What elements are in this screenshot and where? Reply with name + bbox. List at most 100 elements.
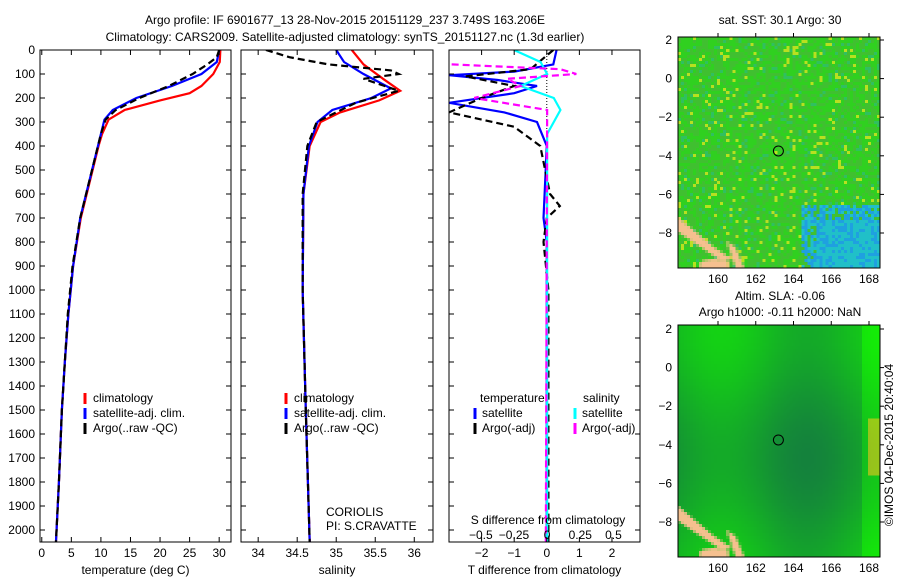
series-line-climatology — [54, 50, 222, 542]
map-frame — [677, 324, 881, 558]
annotation: CORIOLIS — [326, 505, 383, 519]
y-tick-label: 300 — [15, 115, 35, 129]
legend-label: satellite-adj. clim. — [294, 406, 386, 420]
map-1-axes: 160 162 164 166 168 2 0 −2 −4 −6 −8 — [658, 33, 884, 286]
lon-tick-label: 164 — [783, 272, 803, 286]
plot-frame — [39, 49, 232, 543]
lon-tick-label: 168 — [859, 272, 879, 286]
lat-tick-label: 2 — [665, 322, 672, 336]
legend-header: salinity — [583, 391, 620, 405]
map1-title: sat. SST: 30.1 Argo: 30 — [719, 13, 842, 27]
x-tick-label: 5 — [68, 546, 75, 560]
sst-map — [678, 37, 880, 268]
legend-label: satellite — [482, 406, 523, 420]
map-frame — [677, 36, 881, 269]
y-tick-label: 1300 — [8, 355, 35, 369]
x-tick-label: 10 — [94, 546, 108, 560]
y-tick-label: 1800 — [8, 475, 35, 489]
legend-label: satellite-adj. clim. — [93, 406, 185, 420]
y-tick-label: 100 — [15, 67, 35, 81]
legend-label: climatology — [93, 391, 153, 405]
lat-tick-label: 0 — [665, 361, 672, 375]
series-line-argo-raw-qc- — [54, 50, 221, 542]
x-tick-label: 0 — [543, 546, 550, 560]
argo-location-marker — [772, 434, 784, 446]
x-tick-label: 34.5 — [286, 546, 310, 560]
y-tick-label: 200 — [15, 91, 35, 105]
lon-tick-label: 162 — [746, 272, 766, 286]
x-tick-label: 34 — [251, 546, 265, 560]
x-axis-label: salinity — [319, 563, 356, 577]
legend-label: climatology — [294, 391, 354, 405]
title-line2: Climatology: CARS2009. Satellite-adjuste… — [106, 30, 585, 44]
y-tick-label: 1200 — [8, 331, 35, 345]
series-line-s-satellite — [513, 50, 562, 542]
x-axis-label: T difference from climatology — [468, 563, 622, 577]
lon-tick-label: 166 — [821, 561, 841, 575]
lat-tick-label: −4 — [658, 149, 672, 163]
lat-tick-label: −8 — [658, 515, 672, 529]
argo-location-marker — [772, 145, 784, 157]
lat-tick-label: −6 — [658, 187, 672, 201]
x-tick-label: −1 — [507, 546, 521, 560]
x-tick-label: 15 — [124, 546, 138, 560]
x-tick-label: −2 — [475, 546, 489, 560]
x2-axis-label: S difference from climatology — [471, 513, 626, 527]
panel-3: −2 −1 0 1 2 T difference from climatology temp… — [448, 49, 641, 577]
legend-header: temperature — [480, 391, 545, 405]
x-tick-label: 35.5 — [364, 546, 388, 560]
lon-tick-label: 168 — [859, 561, 879, 575]
map-2-axes: 160 162 164 166 168 2 0 −2 −4 −6 −8 — [658, 321, 884, 575]
legend-label: satellite — [582, 406, 623, 420]
plot-frame — [240, 49, 434, 543]
y-tick-label: 800 — [15, 235, 35, 249]
x-tick-label: 35 — [330, 546, 344, 560]
lat-tick-label: −2 — [658, 399, 672, 413]
y-tick-label: 700 — [15, 211, 35, 225]
panel-1: 0 5 10 15 20 25 30 temperature (deg C) 0 100 200 30… — [8, 43, 232, 577]
lat-tick-label: −8 — [658, 226, 672, 240]
lat-tick-label: −4 — [658, 438, 672, 452]
legend-label: Argo(..raw -QC) — [294, 421, 379, 435]
y-tick-label: 0 — [28, 43, 35, 57]
legend-label: Argo(..raw -QC) — [93, 421, 178, 435]
plot-frame — [448, 49, 641, 543]
map2-subtitle: Argo h1000: -0.11 h2000: NaN — [699, 305, 862, 319]
x2-tick-label: 0 — [544, 528, 551, 542]
x-tick-label: 30 — [212, 546, 226, 560]
x-tick-label: 36 — [408, 546, 422, 560]
credit: ©IMOS 04-Dec-2015 20:40:04 — [882, 364, 896, 527]
map2-title: Altim. SLA: -0.06 — [735, 289, 825, 303]
lon-tick-label: 164 — [783, 561, 803, 575]
x-axis-label: temperature (deg C) — [81, 563, 189, 577]
y-tick-label: 400 — [15, 139, 35, 153]
lat-tick-label: −2 — [658, 110, 672, 124]
x2-tick-label: 0.5 — [605, 528, 622, 542]
x2-tick-label: −0.5 — [469, 528, 493, 542]
series-line-satellite-adj-clim- — [54, 50, 221, 542]
x-tick-label: 20 — [153, 546, 167, 560]
y-tick-label: 1700 — [8, 451, 35, 465]
series-line-argo-raw-qc- — [265, 50, 403, 542]
y-tick-label: 1400 — [8, 379, 35, 393]
y-tick-label: 1500 — [8, 403, 35, 417]
y-tick-label: 500 — [15, 163, 35, 177]
x-tick-label: 1 — [576, 546, 583, 560]
lat-tick-label: 2 — [665, 33, 672, 47]
y-tick-label: 1900 — [8, 499, 35, 513]
panel-2: 34 34.5 35 35.5 36 salinity climatologysatelli… — [240, 49, 434, 577]
legend-label: Argo(-adj) — [482, 421, 535, 435]
lon-tick-label: 160 — [708, 272, 728, 286]
lon-tick-label: 160 — [708, 561, 728, 575]
y-tick-label: 2000 — [8, 523, 35, 537]
y-tick-label: 600 — [15, 187, 35, 201]
lat-tick-label: −6 — [658, 476, 672, 490]
x-tick-label: 25 — [183, 546, 197, 560]
lon-tick-label: 162 — [746, 561, 766, 575]
annotation: PI: S.CRAVATTE — [326, 519, 417, 533]
x-tick-label: 2 — [609, 546, 616, 560]
series-line-t-argo-adj- — [449, 50, 562, 542]
legend-label: Argo(-adj) — [582, 421, 635, 435]
